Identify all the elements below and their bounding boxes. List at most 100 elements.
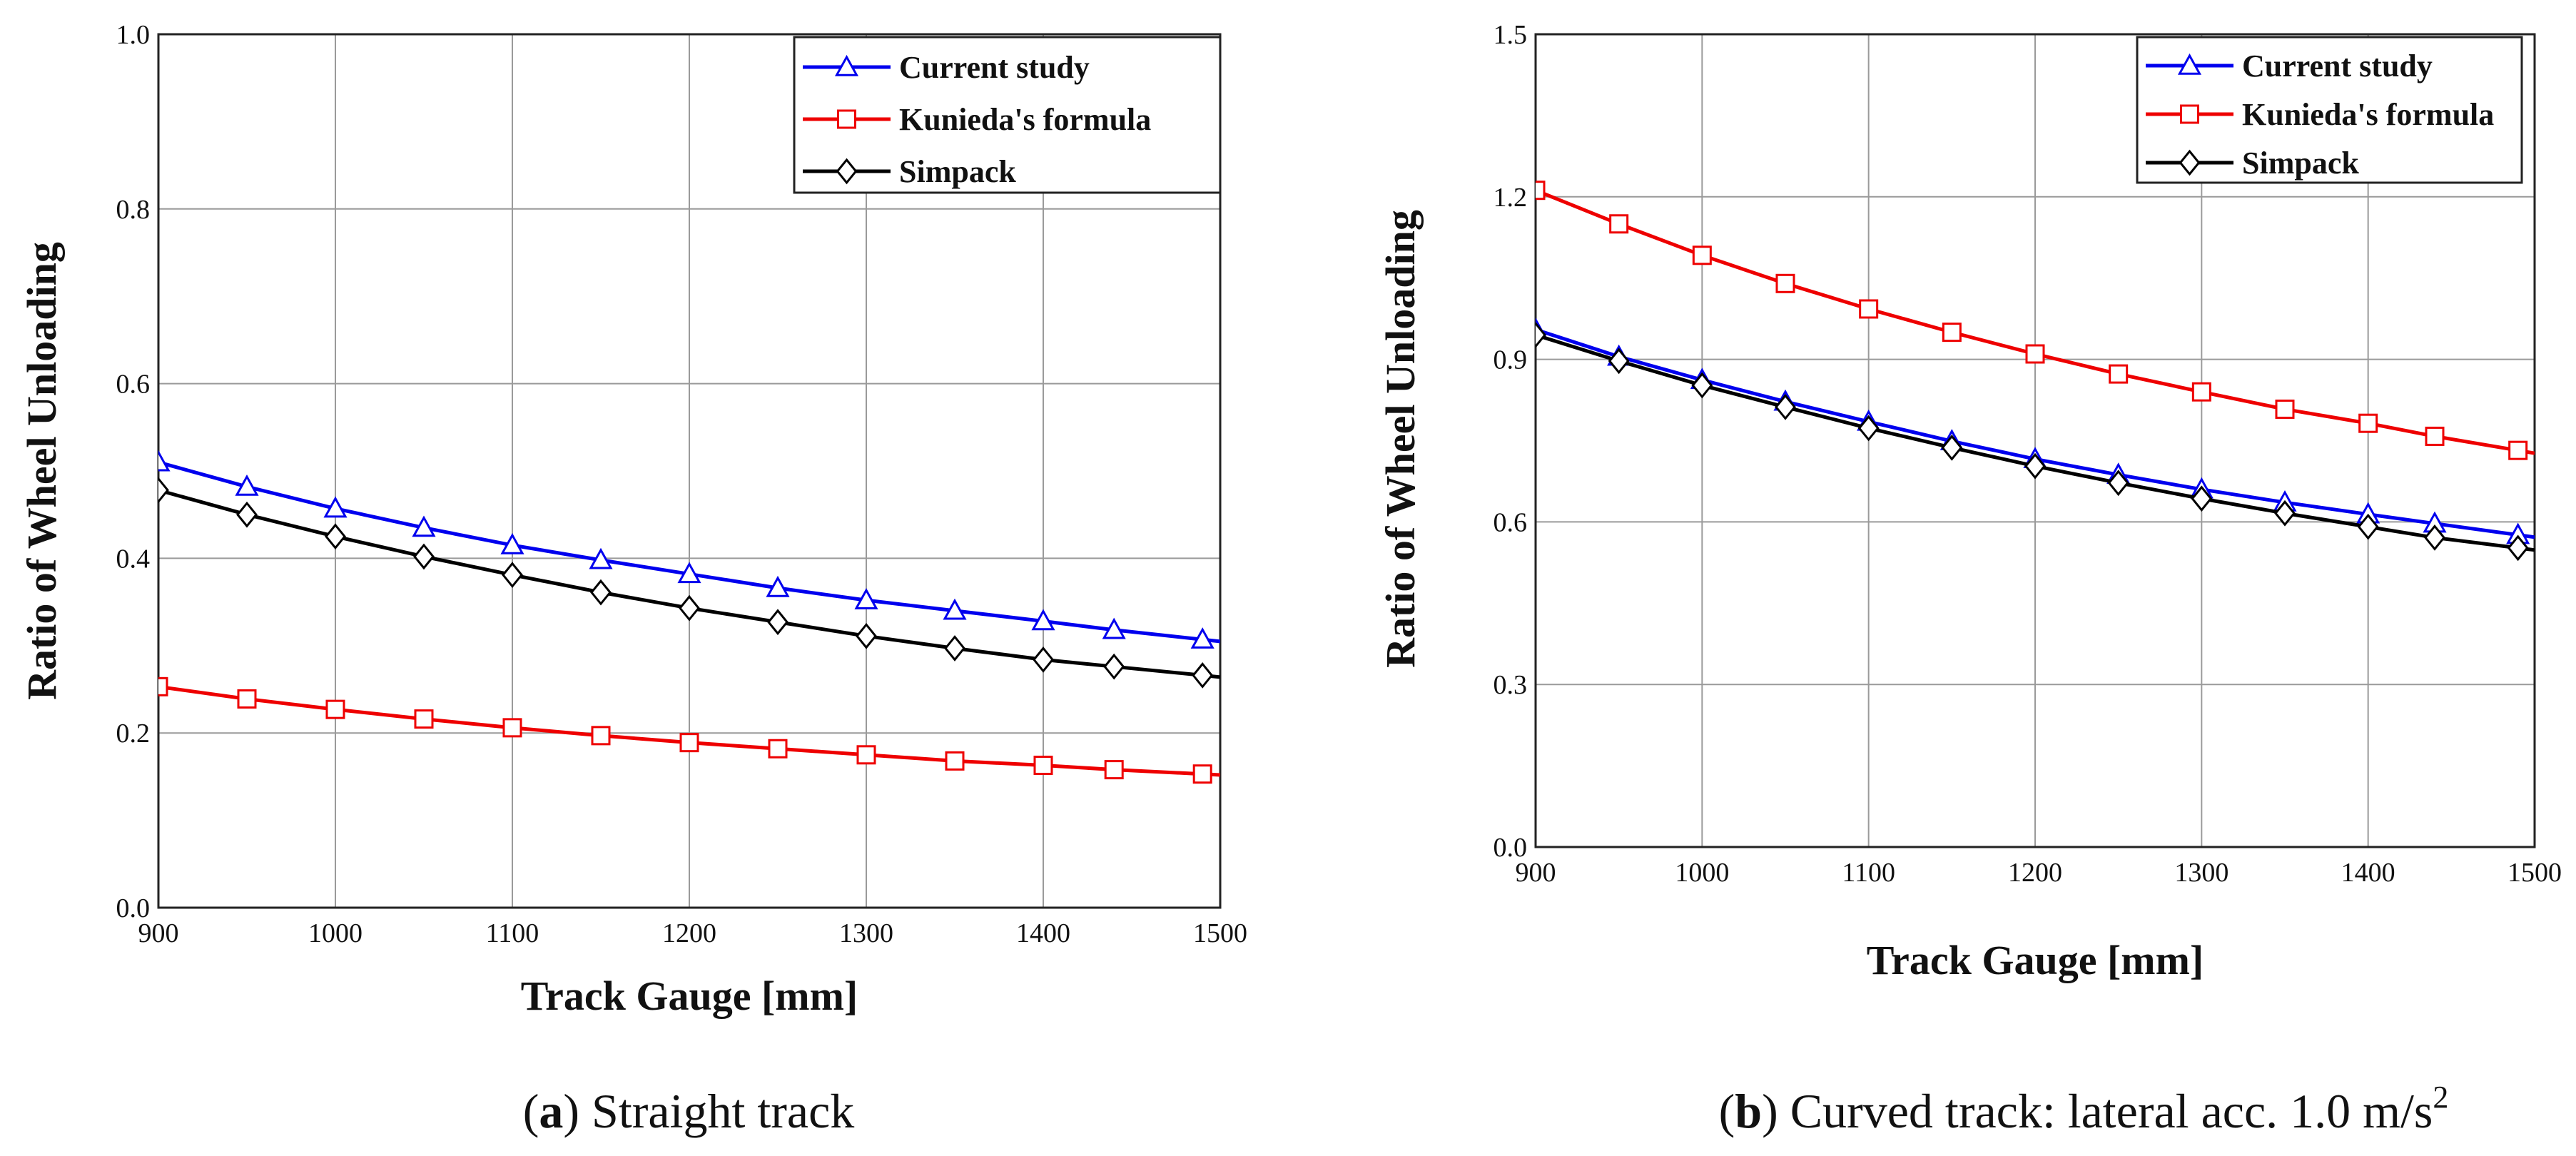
y-tick-label: 0.9 bbox=[1494, 345, 1528, 375]
x-tick-label: 1300 bbox=[839, 918, 893, 948]
caption-superscript: 2 bbox=[2433, 1080, 2448, 1115]
data-point bbox=[2025, 344, 2045, 364]
data-point bbox=[2357, 513, 2379, 540]
data-point bbox=[500, 532, 524, 554]
series-line bbox=[1536, 188, 2535, 455]
x-tick-label: 900 bbox=[1516, 858, 1556, 888]
series-line bbox=[158, 460, 1220, 644]
x-tick-label: 1200 bbox=[2008, 858, 2062, 888]
y-tick-label: 1.0 bbox=[116, 20, 151, 50]
data-point bbox=[2109, 364, 2129, 384]
data-point bbox=[237, 689, 257, 709]
legend-marker bbox=[2180, 104, 2199, 124]
legend-box bbox=[2136, 36, 2523, 184]
y-tick-label: 0.6 bbox=[116, 370, 151, 400]
data-point bbox=[2191, 382, 2211, 402]
y-axis-title: Ratio of Wheel Unloading bbox=[19, 242, 65, 700]
data-point bbox=[856, 745, 876, 765]
data-point bbox=[2508, 440, 2528, 460]
legend-marker bbox=[834, 54, 859, 76]
data-point bbox=[1192, 764, 1212, 784]
x-tick-label: 1000 bbox=[308, 918, 362, 948]
data-point bbox=[943, 598, 967, 620]
data-point bbox=[412, 515, 436, 537]
data-point bbox=[1775, 394, 1796, 420]
series-line bbox=[1536, 328, 2535, 539]
x-tick-label: 1100 bbox=[486, 918, 539, 948]
x-tick-label: 1500 bbox=[2507, 858, 2562, 888]
series-triangle bbox=[158, 450, 1220, 649]
data-point bbox=[768, 739, 788, 759]
chart-a: 900 1000 1100 1200 1300 1400 1500 0.0 0.2 0.4 0.6 0… bbox=[19, 20, 1247, 1138]
data-point bbox=[1102, 617, 1126, 639]
legend-label: Current study bbox=[899, 50, 1090, 85]
series-diamond bbox=[158, 477, 1220, 689]
x-tick-label: 1500 bbox=[1193, 918, 1247, 948]
legend: Current study Kunieda's formula Simpack bbox=[2136, 36, 2523, 184]
data-point bbox=[413, 543, 435, 570]
x-tick-label: 1300 bbox=[2174, 858, 2228, 888]
data-point bbox=[1031, 609, 1055, 631]
data-point bbox=[2107, 470, 2129, 497]
y-axis-title: Ratio of Wheel Unloading bbox=[1377, 210, 1424, 668]
data-point bbox=[591, 726, 611, 746]
legend-label: Simpack bbox=[2242, 146, 2359, 181]
data-point bbox=[1033, 755, 1053, 775]
data-point bbox=[1859, 299, 1879, 319]
series-line bbox=[158, 684, 1220, 777]
data-point bbox=[1033, 647, 1054, 673]
x-tick-label: 900 bbox=[138, 918, 179, 948]
data-point bbox=[854, 588, 878, 609]
legend-label: Simpack bbox=[899, 154, 1016, 189]
data-point bbox=[1536, 181, 1546, 201]
chart-caption: (b) Curved track: lateral acc. 1.0 m/s2 bbox=[1719, 1080, 2449, 1138]
legend-marker bbox=[836, 158, 858, 185]
data-point bbox=[945, 751, 965, 771]
data-point bbox=[2425, 426, 2445, 446]
data-point bbox=[502, 718, 522, 738]
x-tick-label: 1100 bbox=[1842, 858, 1895, 888]
data-point bbox=[2274, 500, 2296, 527]
data-point bbox=[1775, 273, 1795, 293]
data-point bbox=[590, 579, 612, 606]
data-point bbox=[2507, 534, 2529, 562]
data-point bbox=[2024, 452, 2046, 480]
data-point bbox=[1104, 760, 1124, 780]
data-point bbox=[1190, 627, 1215, 649]
data-point bbox=[325, 699, 345, 719]
series-square bbox=[158, 676, 1220, 784]
chart-caption: (a) Straight track bbox=[523, 1084, 855, 1138]
y-tick-label: 0.0 bbox=[1494, 833, 1528, 863]
legend-label: Kunieda's formula bbox=[2242, 97, 2494, 132]
y-tick-label: 0.3 bbox=[1494, 670, 1528, 700]
series-square bbox=[1536, 181, 2535, 460]
data-point bbox=[235, 474, 259, 496]
data-point bbox=[589, 547, 613, 569]
y-tick-label: 0.8 bbox=[116, 195, 151, 225]
legend-marker bbox=[2177, 53, 2202, 75]
data-point bbox=[1608, 348, 1630, 375]
caption-letter: b bbox=[1735, 1084, 1762, 1138]
data-point bbox=[856, 622, 877, 649]
legend: Current study Kunieda's formula Simpack bbox=[793, 36, 1222, 194]
chart-b: 900 1000 1100 1200 1300 1400 1500 0.0 0.3 0.6 0.9 1… bbox=[1377, 20, 2562, 1138]
data-point bbox=[158, 477, 169, 504]
legend-label: Kunieda's formula bbox=[899, 102, 1151, 137]
data-point bbox=[1942, 323, 1962, 343]
data-point bbox=[502, 562, 523, 589]
y-tick-label: 1.5 bbox=[1494, 20, 1528, 50]
x-tick-label: 1400 bbox=[2341, 858, 2395, 888]
data-point bbox=[414, 709, 434, 729]
data-point bbox=[1609, 214, 1629, 234]
series-line bbox=[158, 488, 1220, 679]
legend-label: Current study bbox=[2242, 49, 2433, 83]
data-point bbox=[236, 501, 258, 528]
legend-marker bbox=[2179, 149, 2201, 176]
series-diamond bbox=[1536, 322, 2535, 562]
y-tick-label: 1.2 bbox=[1494, 183, 1528, 213]
data-point bbox=[944, 635, 965, 661]
y-tick-label: 0.2 bbox=[116, 719, 151, 749]
data-point bbox=[1192, 662, 1214, 689]
legend-marker bbox=[837, 109, 856, 129]
data-point bbox=[323, 496, 348, 518]
